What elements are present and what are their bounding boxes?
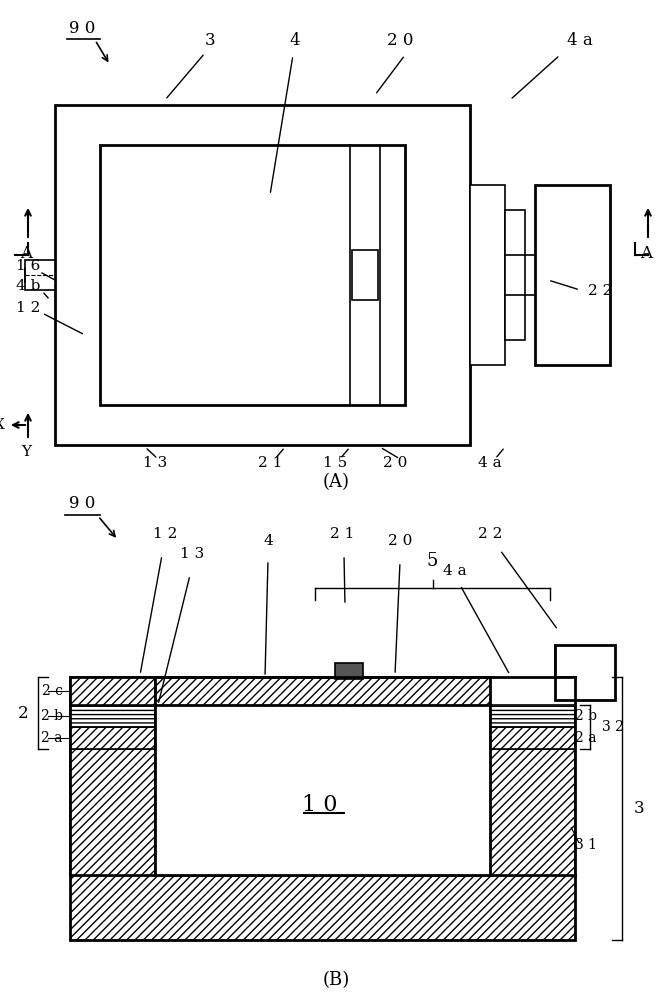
Text: 1 2: 1 2	[16, 301, 40, 315]
Bar	[505, 210, 525, 340]
Text: (B): (B)	[323, 971, 349, 989]
Text: 2 2: 2 2	[588, 284, 612, 298]
Text: X: X	[0, 418, 5, 432]
Bar	[490, 749, 575, 875]
Text: 1 2: 1 2	[153, 527, 177, 541]
Bar	[155, 677, 490, 705]
Bar	[100, 145, 405, 405]
Bar	[470, 185, 505, 365]
Text: 4 a: 4 a	[444, 564, 467, 578]
Text: 5: 5	[427, 552, 438, 570]
Text: 3: 3	[205, 32, 215, 49]
Text: 2 0: 2 0	[383, 456, 407, 470]
Text: 2 0: 2 0	[388, 534, 412, 548]
Bar	[555, 645, 615, 700]
Text: 2 2: 2 2	[478, 527, 502, 541]
Text: 2 a: 2 a	[575, 731, 597, 745]
Bar	[70, 677, 155, 705]
Text: 2: 2	[17, 704, 28, 722]
Text: 1 3: 1 3	[143, 456, 167, 470]
Text: 2 b: 2 b	[575, 709, 597, 723]
Bar	[70, 875, 575, 940]
Text: 1 0: 1 0	[302, 794, 338, 816]
Bar	[70, 727, 155, 749]
Bar	[352, 250, 378, 300]
Bar	[70, 749, 155, 875]
Bar	[335, 663, 363, 679]
Text: 1 5: 1 5	[323, 456, 347, 470]
Text: A: A	[640, 245, 652, 262]
Text: 3 2: 3 2	[602, 720, 624, 734]
Text: 2 1: 2 1	[258, 456, 282, 470]
Text: 3 1: 3 1	[575, 838, 597, 852]
Text: 4: 4	[263, 534, 273, 548]
Text: 9 0: 9 0	[69, 495, 95, 512]
Text: 4 b: 4 b	[16, 279, 40, 293]
Text: (A): (A)	[323, 473, 349, 491]
Bar	[490, 727, 575, 749]
Text: 2 a: 2 a	[41, 731, 62, 745]
Text: 4: 4	[290, 32, 300, 49]
Text: 2 0: 2 0	[387, 32, 413, 49]
Text: 3: 3	[634, 800, 644, 817]
Bar	[535, 185, 610, 365]
Text: 2 b: 2 b	[41, 709, 63, 723]
Text: 1 3: 1 3	[180, 547, 204, 561]
Text: Y: Y	[21, 445, 31, 459]
Text: 9 0: 9 0	[69, 20, 95, 37]
Text: 2 c: 2 c	[42, 684, 62, 698]
Text: A: A	[20, 245, 32, 262]
Bar	[25, 260, 55, 290]
Bar	[490, 705, 575, 727]
Text: 4 a: 4 a	[567, 32, 593, 49]
Text: 4 a: 4 a	[478, 456, 502, 470]
Bar	[55, 105, 470, 445]
Text: 2 1: 2 1	[330, 527, 354, 541]
Text: 1 6: 1 6	[16, 259, 40, 273]
Bar	[70, 705, 155, 727]
Bar	[155, 705, 490, 875]
